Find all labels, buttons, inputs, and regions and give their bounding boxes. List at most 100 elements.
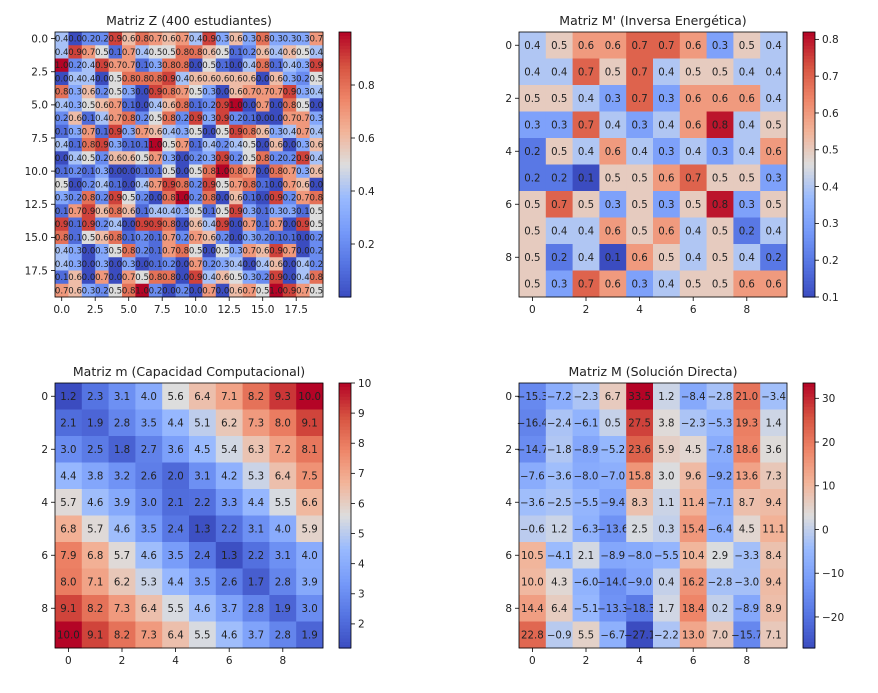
cell-label: 3.3 xyxy=(221,498,237,509)
heatmap-cells: 0.4 0.5 0.6 0.6 0.7 0.7 0.6 0.3 0.5 0.40.4 0.4 0.7 0… xyxy=(519,32,788,298)
colorbar-segment xyxy=(339,111,351,116)
heatmap-cell xyxy=(760,270,788,298)
cell-label: 0.3 xyxy=(82,286,96,296)
cell-label: 0.6 xyxy=(283,48,297,58)
x-tick-label: 6 xyxy=(690,304,697,316)
heatmap-cell xyxy=(296,595,324,622)
cell-label: 0.0 xyxy=(256,194,270,204)
heatmap-cell xyxy=(81,45,96,59)
heatmap-cell xyxy=(296,542,324,569)
colorbar-segment xyxy=(803,32,815,36)
heatmap-cell xyxy=(162,111,176,126)
colorbar-segment xyxy=(339,568,351,573)
colorbar-segment xyxy=(803,277,815,282)
cell-label: 0.7 xyxy=(82,48,96,58)
heatmap-cell xyxy=(599,111,627,139)
heatmap-cell xyxy=(215,244,230,258)
colorbar-segment xyxy=(803,224,815,229)
cell-label: 0.9 xyxy=(202,180,216,190)
heatmap-cell xyxy=(296,489,324,516)
cell-label: 4.5 xyxy=(194,445,210,456)
cell-label: 0.4 xyxy=(135,48,149,58)
colorbar-segment xyxy=(339,141,351,146)
cell-label: −7.2 xyxy=(547,392,572,403)
colorbar-segment xyxy=(803,151,815,156)
cell-label: 0.8 xyxy=(256,61,270,71)
x-tick-label: 4 xyxy=(636,655,643,667)
cell-label: −4.1 xyxy=(547,551,572,562)
cell-label: 0.5 xyxy=(189,127,203,137)
heatmap-cell xyxy=(269,462,297,490)
heatmap-cell xyxy=(135,111,150,126)
heatmap-cell xyxy=(242,568,270,596)
cell-label: 0.2 xyxy=(68,194,82,204)
heatmap-cell xyxy=(148,32,163,46)
colorbar-segment xyxy=(339,588,351,593)
heatmap-cell xyxy=(242,270,257,285)
heatmap-cell xyxy=(55,462,83,490)
heatmap-cell xyxy=(572,138,600,165)
cell-label: −9.2 xyxy=(708,471,733,482)
cell-label: 0.4 xyxy=(765,41,781,52)
heatmap-cell xyxy=(108,595,136,622)
cell-label: 0.4 xyxy=(685,253,701,264)
heatmap-cell xyxy=(162,595,190,622)
heatmap-cell xyxy=(108,71,123,86)
heatmap-cell xyxy=(135,244,150,258)
heatmap-cell xyxy=(653,270,681,298)
heatmap-cell xyxy=(733,164,761,192)
heatmap-cell xyxy=(81,124,96,139)
y-tick-label: 12.5 xyxy=(25,199,48,211)
heatmap-cell xyxy=(296,568,324,596)
cell-label: 0.3 xyxy=(202,114,216,124)
colorbar-segment xyxy=(803,85,815,89)
cell-label: 0.8 xyxy=(242,127,256,137)
colorbar-segment xyxy=(803,426,815,430)
cell-label: 0.3 xyxy=(309,114,323,124)
cell-label: 0.9 xyxy=(229,127,243,137)
heatmap-cell xyxy=(282,164,297,179)
cell-label: 0.0 xyxy=(68,180,82,190)
heatmap-cell xyxy=(545,515,573,543)
cell-label: 0.6 xyxy=(216,273,230,283)
heatmap-cell xyxy=(95,177,109,192)
colorbar-segment xyxy=(803,402,815,407)
colorbar-segment xyxy=(803,525,815,530)
cell-label: −2.3 xyxy=(681,418,706,429)
heatmap-cell xyxy=(269,515,297,543)
heatmap-cell xyxy=(55,71,69,86)
cell-label: 0.6 xyxy=(605,147,621,158)
heatmap-cell xyxy=(202,230,217,245)
cell-label: 0.7 xyxy=(175,141,189,151)
cell-label: 0.1 xyxy=(256,207,270,217)
x-tick-label: 7.5 xyxy=(154,304,171,316)
cell-label: 0.7 xyxy=(135,127,149,137)
colorbar-segment xyxy=(339,293,351,298)
cell-label: 0.0 xyxy=(309,101,323,111)
cell-label: 0.6 xyxy=(739,279,755,290)
cell-label: 0.5 xyxy=(256,286,270,296)
cell-label: 3.8 xyxy=(658,418,674,429)
heatmap-cell xyxy=(202,257,217,271)
cell-label: 0.8 xyxy=(712,120,728,131)
heatmap-cell xyxy=(162,383,190,410)
cell-label: 0.5 xyxy=(242,154,256,164)
heatmap-cell xyxy=(599,542,627,569)
cell-label: 15.4 xyxy=(682,524,705,535)
x-tick-label: 6 xyxy=(226,655,233,667)
cell-label: 5.7 xyxy=(114,551,130,562)
heatmap-cell xyxy=(545,217,573,245)
heatmap-cell xyxy=(148,151,163,165)
heatmap-cell xyxy=(572,542,600,569)
cell-label: 0.2 xyxy=(95,220,109,230)
colorbar-segment xyxy=(339,542,351,546)
heatmap-cell xyxy=(626,595,654,622)
cell-label: 0.6 xyxy=(229,74,243,84)
cell-label: 4.0 xyxy=(141,392,157,403)
cell-label: 0.6 xyxy=(658,173,674,184)
heatmap-cell xyxy=(68,138,83,152)
colorbar-segment xyxy=(339,489,351,493)
cell-label: 0.3 xyxy=(68,260,82,270)
